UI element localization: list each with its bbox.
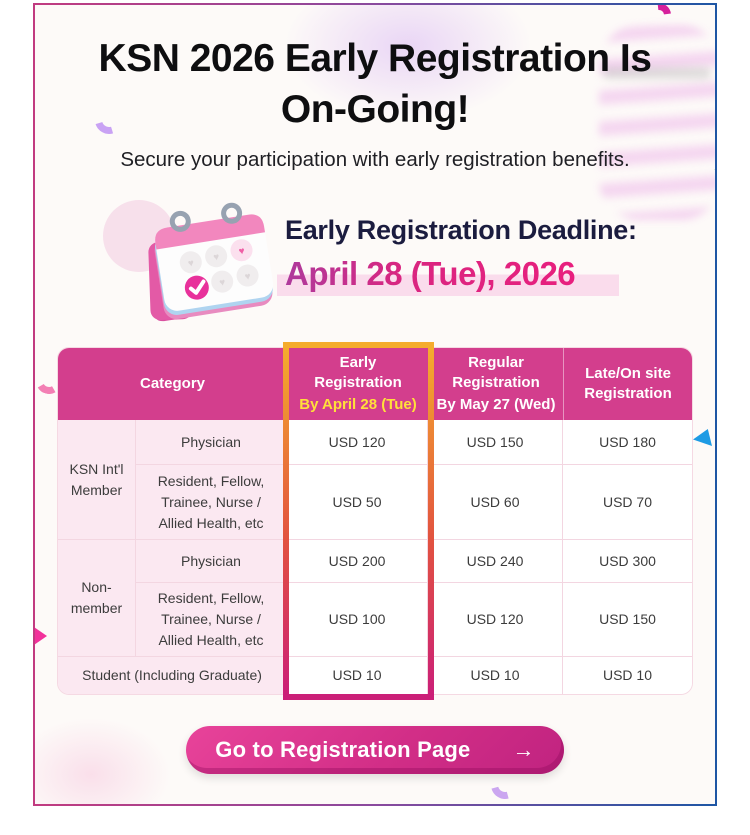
price-cell-regular: USD 150	[428, 420, 563, 465]
header-early-registration: Early Registration By April 28 (Tue)	[287, 348, 428, 420]
header-regular-registration: Regular Registration By May 27 (Wed)	[428, 348, 563, 420]
price-cell-regular: USD 10	[428, 657, 563, 694]
category-cell: Resident, Fellow, Trainee, Nurse / Allie…	[136, 583, 287, 657]
group-cell-ksn-member: KSN Int'l Member	[58, 420, 136, 540]
deadline-block: Early Registration Deadline: April 28 (T…	[277, 215, 637, 296]
price-cell-early: USD 100	[287, 583, 428, 657]
pricing-table-zone: Category Early Registration By April 28 …	[57, 342, 693, 700]
arrow-right-icon: →	[512, 737, 535, 762]
content-frame: KSN 2026 Early Registration Is On-Going! …	[33, 3, 717, 806]
svg-text:♥: ♥	[213, 252, 221, 264]
price-cell-regular: USD 120	[428, 583, 563, 657]
deadline-date: April 28 (Tue), 2026	[285, 255, 576, 292]
price-cell-early: USD 200	[287, 540, 428, 583]
table-row: Resident, Fellow, Trainee, Nurse / Allie…	[58, 583, 692, 657]
pink-glow-decoration	[35, 717, 171, 804]
price-cell-regular: USD 60	[428, 465, 563, 540]
table-row: Resident, Fellow, Trainee, Nurse / Allie…	[58, 465, 692, 540]
header-regular-sub: By May 27 (Wed)	[436, 396, 556, 413]
cta-label: Go to Registration Page	[215, 737, 471, 762]
table-row: Non-member Physician USD 200 USD 240 USD…	[58, 540, 692, 657]
table-row: Student (Including Graduate) USD 10 USD …	[58, 657, 692, 694]
header-category: Category	[58, 348, 287, 420]
price-cell-late: USD 300	[563, 540, 692, 583]
category-cell: Physician	[136, 540, 287, 583]
blurred-streaks-decoration	[599, 25, 715, 220]
price-cell-early: USD 10	[287, 657, 428, 694]
group-cell-student: Student (Including Graduate)	[58, 657, 287, 694]
price-cell-late: USD 70	[563, 465, 692, 540]
category-cell: Resident, Fellow, Trainee, Nurse / Allie…	[136, 465, 287, 540]
price-cell-late: USD 180	[563, 420, 692, 465]
price-cell-early: USD 120	[287, 420, 428, 465]
calendar-icon: ♥ ♥ ♥ ♥ ♥	[148, 202, 274, 322]
table-row: KSN Int'l Member Physician USD 120 USD 1…	[58, 420, 692, 540]
price-cell-late: USD 150	[563, 583, 692, 657]
purple-glow-decoration	[283, 5, 533, 121]
price-cell-regular: USD 240	[428, 540, 563, 583]
page-title: KSN 2026 Early Registration Is On-Going!	[35, 33, 715, 135]
deadline-label: Early Registration Deadline:	[285, 215, 637, 245]
deadline-date-highlight: April 28 (Tue), 2026	[277, 255, 620, 296]
page-title-line2: On-Going!	[280, 88, 470, 131]
confetti-magenta-triangle-icon	[35, 627, 47, 645]
header-late-registration: Late/On site Registration	[563, 348, 692, 420]
svg-text:♥: ♥	[187, 258, 195, 270]
svg-text:♥: ♥	[244, 271, 252, 283]
go-to-registration-button[interactable]: Go to Registration Page →	[186, 726, 564, 774]
svg-text:♥: ♥	[219, 277, 227, 289]
group-cell-non-member: Non-member	[58, 540, 136, 657]
category-cell: Physician	[136, 420, 287, 465]
confetti-blue-triangle-icon	[693, 429, 712, 446]
gray-streak-decoration	[603, 67, 711, 79]
pricing-table: Category Early Registration By April 28 …	[57, 347, 693, 695]
header-early-sub: By April 28 (Tue)	[299, 396, 417, 413]
page-subtitle: Secure your participation with early reg…	[120, 148, 630, 171]
page-title-line1: KSN 2026 Early Registration Is	[98, 37, 652, 80]
price-cell-early: USD 50	[287, 465, 428, 540]
table-header-row: Category Early Registration By April 28 …	[58, 348, 692, 420]
price-cell-late: USD 10	[563, 657, 692, 694]
svg-text:♥: ♥	[238, 246, 246, 258]
